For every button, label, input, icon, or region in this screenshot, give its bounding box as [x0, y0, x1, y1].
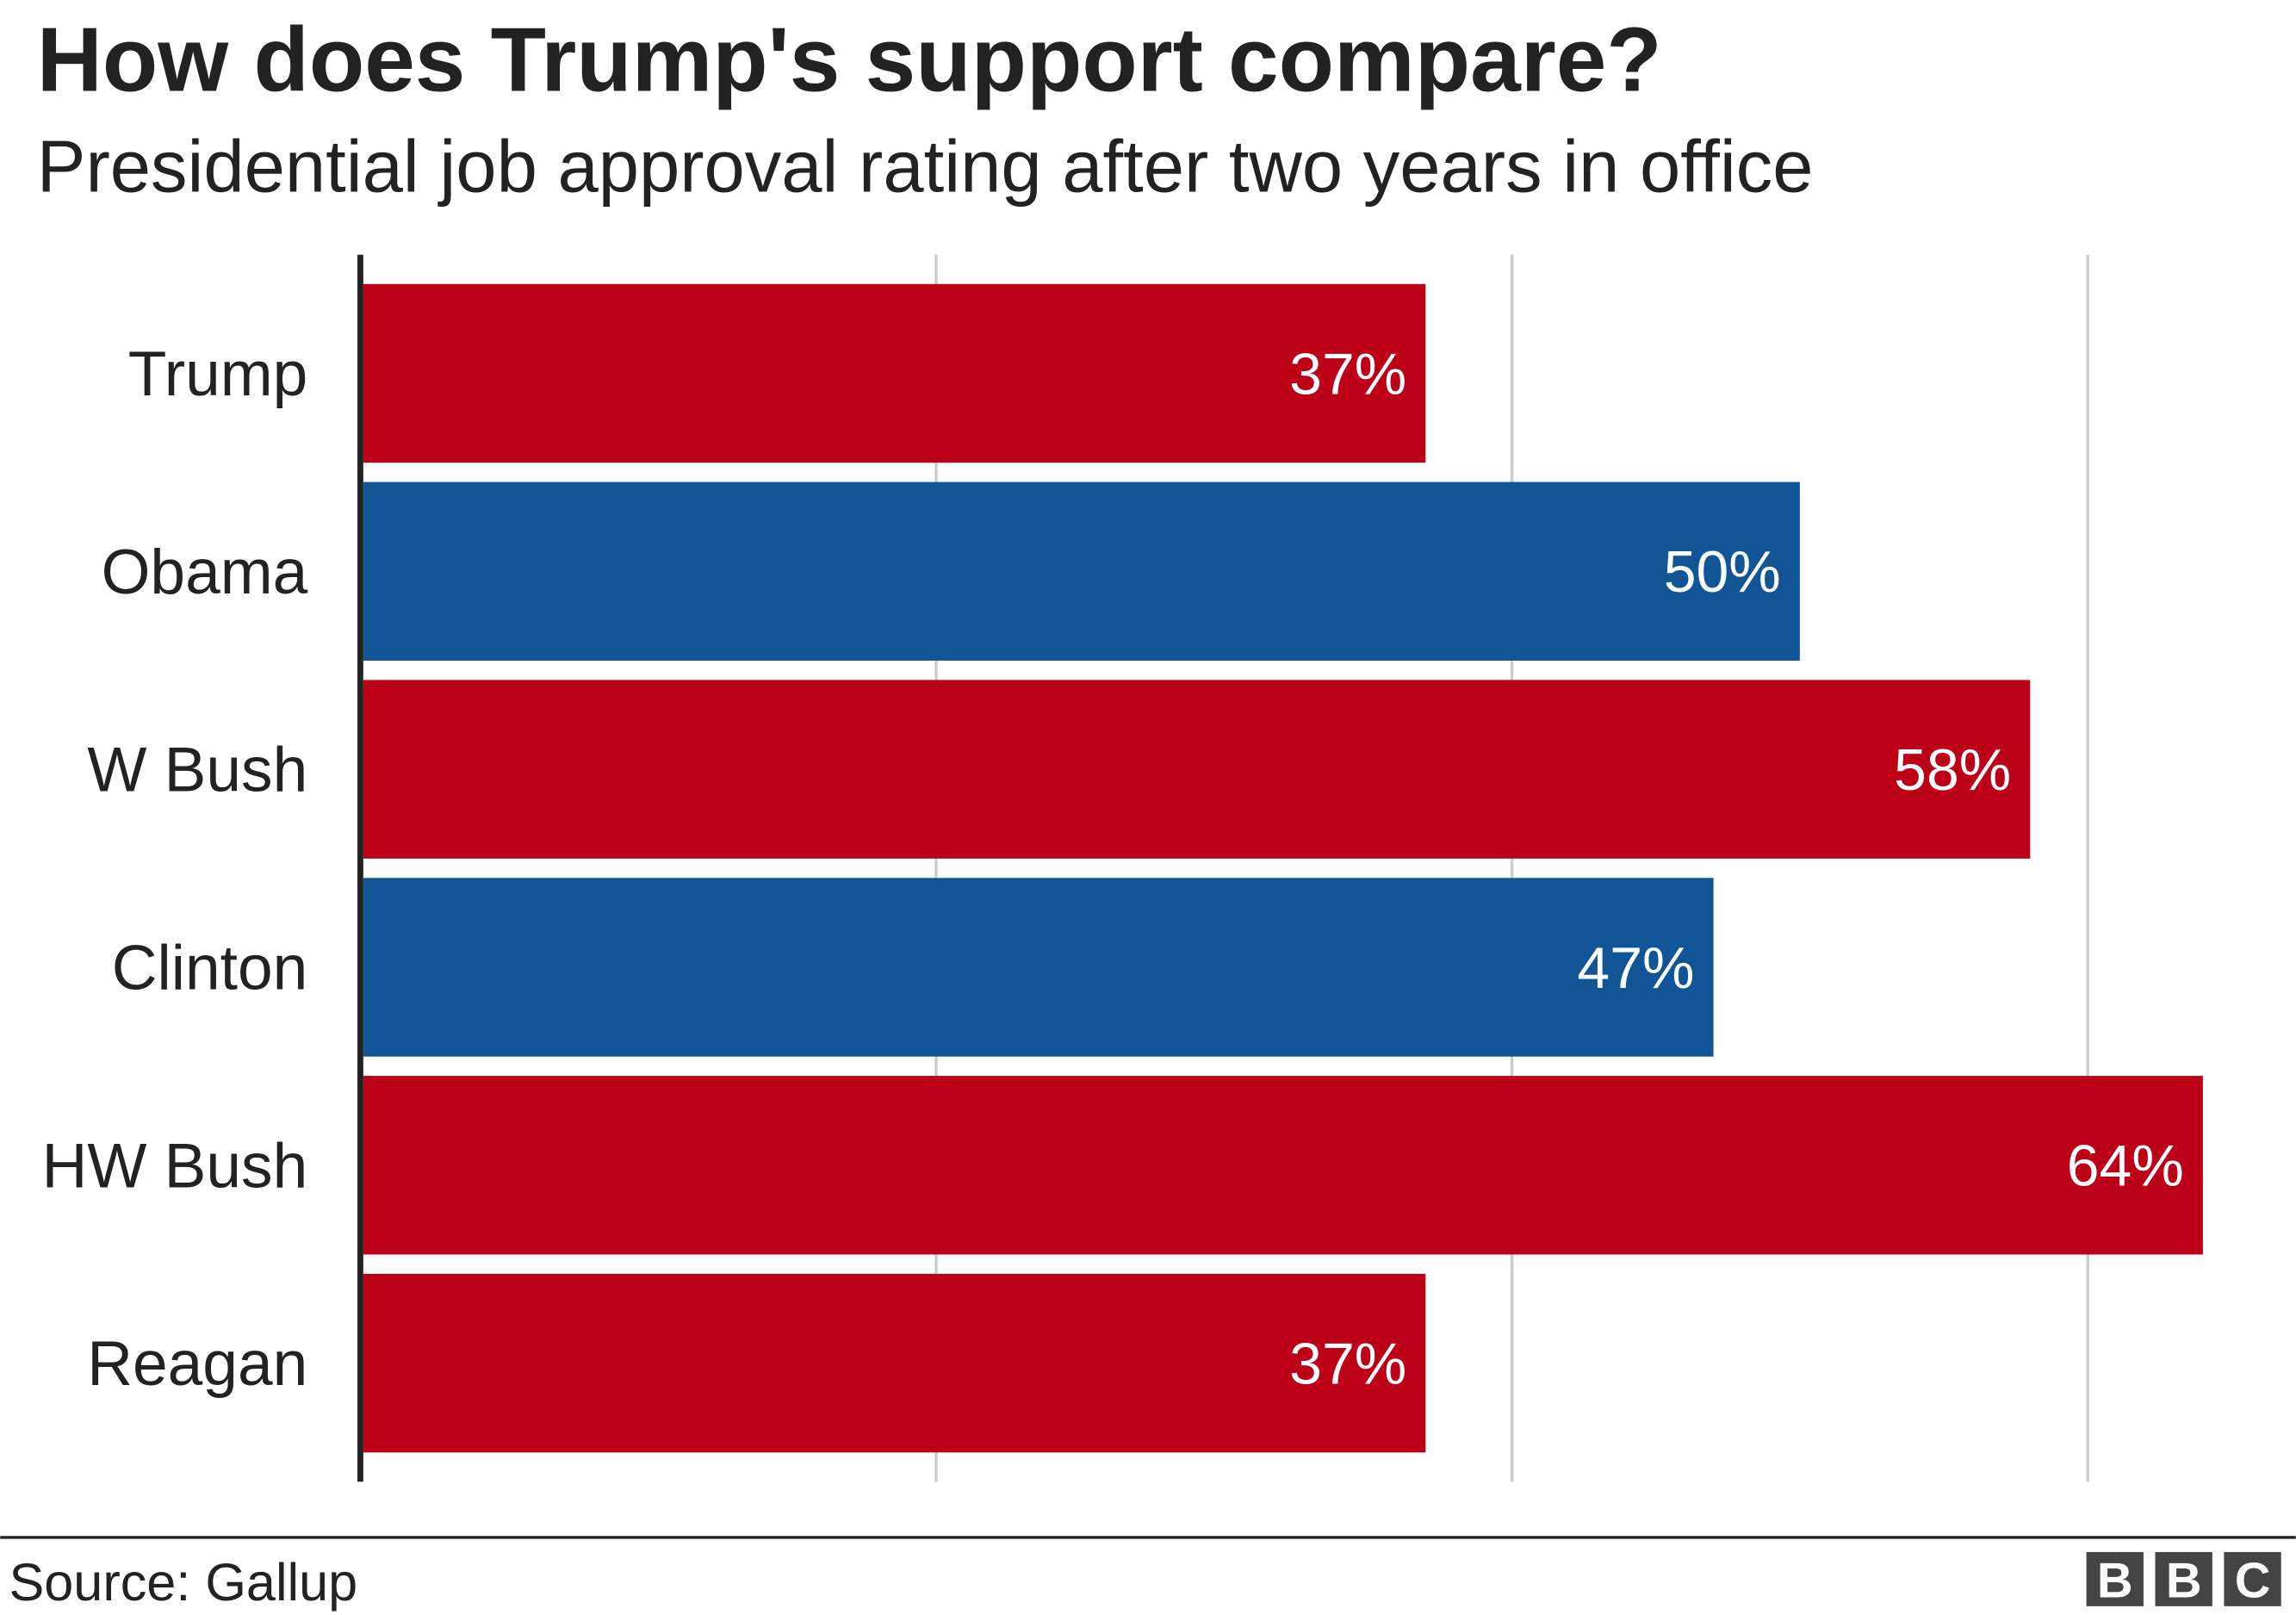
- bars: Trump 37% Obama 50% W Bush 58% Clinton 47% HW Bu…: [42, 283, 2203, 1453]
- chart-title: How does Trump's support compare?: [37, 9, 1662, 110]
- bar-hw-bush: [363, 1076, 2203, 1255]
- data-label: 37%: [1289, 341, 1406, 407]
- chart-subtitle: Presidential job approval rating after t…: [37, 127, 1814, 208]
- svg-text:C: C: [2235, 1554, 2271, 1609]
- category-label: W Bush: [87, 736, 307, 805]
- bbc-logo: B B C: [2086, 1551, 2281, 1609]
- category-label: Trump: [128, 339, 307, 409]
- bar-clinton: [363, 878, 1714, 1057]
- data-label: 47%: [1577, 935, 1694, 1001]
- category-label: Clinton: [112, 933, 307, 1003]
- category-label: Obama: [102, 537, 308, 607]
- data-label: 58%: [1894, 737, 2011, 803]
- svg-text:B: B: [2097, 1554, 2133, 1609]
- category-label: HW Bush: [42, 1131, 308, 1201]
- data-label: 50%: [1664, 539, 1781, 605]
- data-label: 37%: [1289, 1331, 1406, 1396]
- bar-trump: [363, 283, 1426, 463]
- bar-obama: [363, 481, 1800, 661]
- data-label: 64%: [2067, 1134, 2184, 1199]
- bar-w-bush: [363, 680, 2031, 859]
- svg-text:B: B: [2166, 1554, 2202, 1609]
- category-label: Reagan: [87, 1329, 307, 1399]
- bar-reagan: [363, 1273, 1426, 1453]
- source-text: Source: Gallup: [9, 1553, 357, 1612]
